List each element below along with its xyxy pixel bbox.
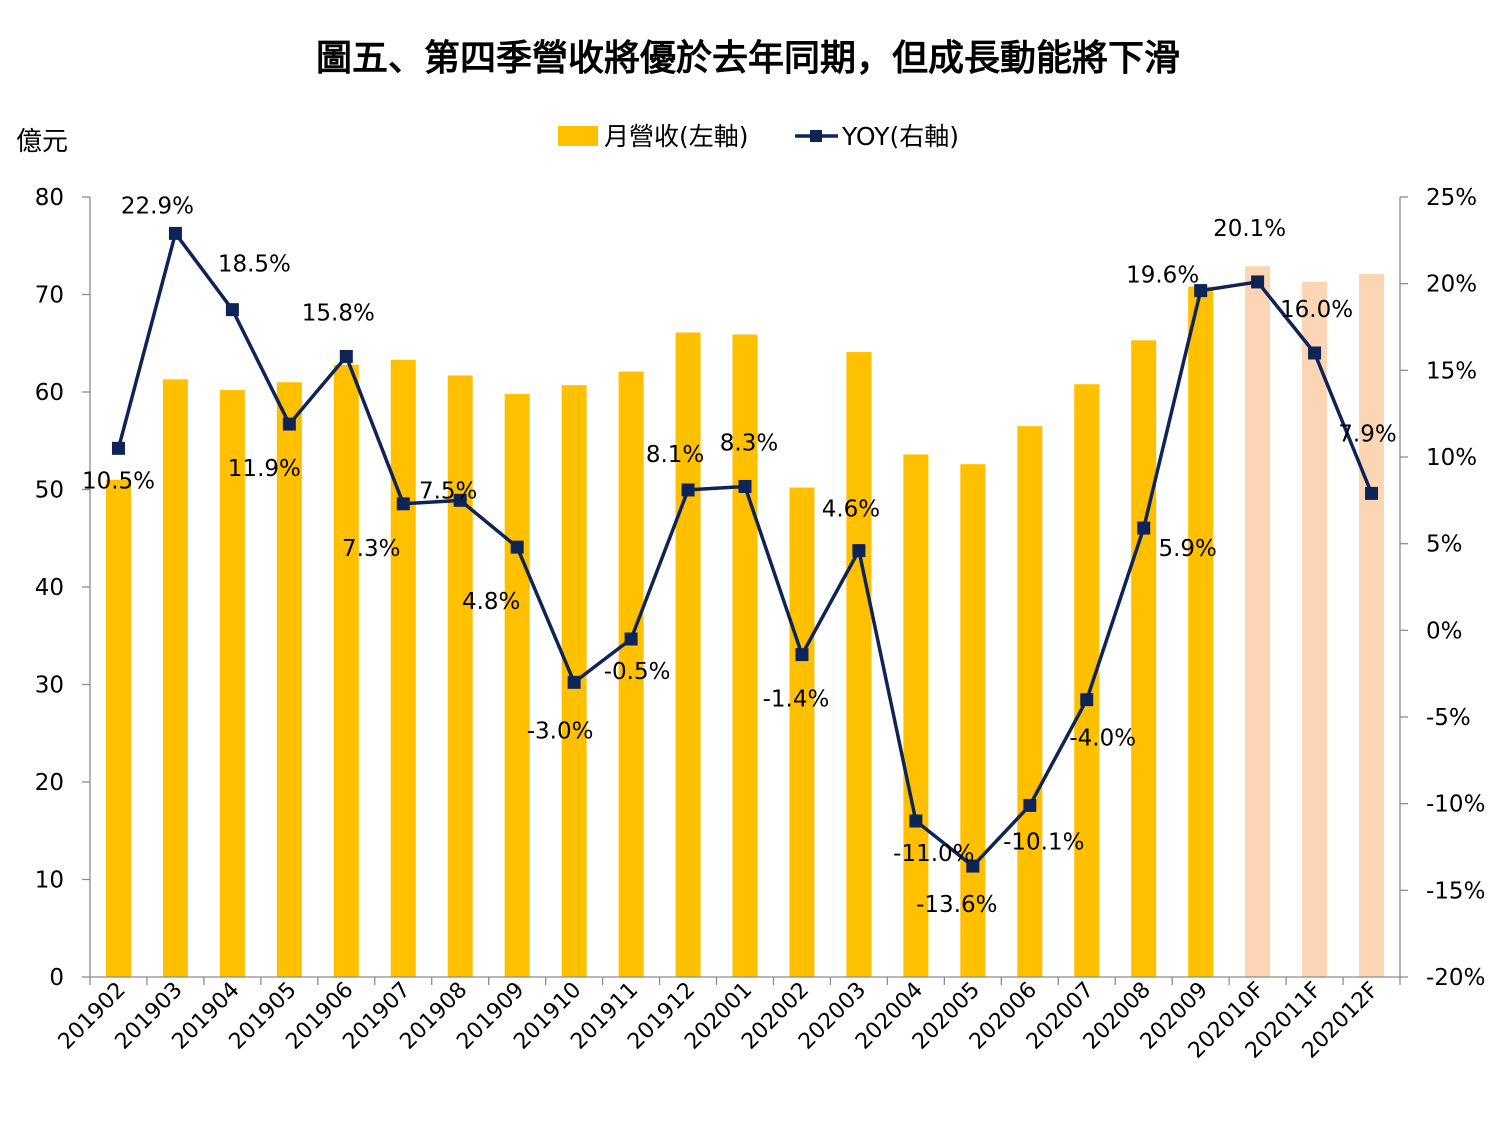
yoy-marker-201902	[111, 441, 125, 455]
bar-202010F	[1245, 266, 1271, 978]
left-axis-unit-label: 億元	[16, 127, 68, 157]
yoy-label-202002: -1.4%	[763, 687, 830, 713]
yoy-marker-202004	[909, 814, 923, 828]
right-tick-label: 15%	[1426, 358, 1477, 384]
bar-201903	[162, 379, 188, 977]
legend-line-label: YOY(右軸)	[841, 122, 959, 151]
yoy-marker-202010F	[1251, 275, 1265, 289]
yoy-line-series	[111, 226, 1379, 873]
yoy-label-201911: -0.5%	[604, 659, 671, 685]
right-tick-label: 20%	[1426, 272, 1477, 298]
yoy-label-202006: -10.1%	[1003, 829, 1084, 855]
bar-series	[105, 266, 1385, 978]
left-tick-label: 20	[35, 770, 64, 796]
yoy-label-202012F: 7.9%	[1338, 421, 1396, 447]
yoy-label-202007: -4.0%	[1069, 726, 1136, 752]
bar-202009	[1188, 286, 1214, 977]
yoy-label-202011F: 16.0%	[1280, 297, 1353, 323]
bar-201906	[333, 364, 359, 977]
yoy-marker-201907	[396, 497, 410, 511]
yoy-marker-202005	[966, 859, 980, 873]
legend-bar-label: 月營收(左軸)	[604, 122, 749, 151]
bar-202007	[1074, 384, 1100, 977]
yoy-marker-202006	[1023, 798, 1037, 812]
right-tick-label: 5%	[1426, 532, 1463, 558]
yoy-marker-201906	[339, 349, 353, 363]
bar-202008	[1131, 340, 1157, 977]
left-tick-label: 60	[35, 380, 64, 406]
yoy-marker-202007	[1080, 693, 1094, 707]
legend: 月營收(左軸) YOY(右軸)	[558, 122, 959, 151]
yoy-label-201905: 11.9%	[228, 456, 301, 482]
left-tick-label: 10	[35, 868, 64, 894]
right-tick-label: 0%	[1426, 618, 1463, 644]
yoy-label-201907: 7.3%	[342, 536, 400, 562]
bar-202005	[960, 464, 986, 977]
bar-202001	[732, 334, 758, 978]
right-tick-label: 10%	[1426, 445, 1477, 471]
right-tick-label: -10%	[1426, 792, 1485, 818]
yoy-marker-201909	[510, 540, 524, 554]
left-tick-label: 0	[49, 965, 64, 991]
yoy-label-201909: 4.8%	[462, 589, 520, 615]
yoy-marker-201911	[624, 632, 638, 646]
yoy-label-201908: 7.5%	[419, 478, 477, 504]
yoy-marker-202002	[795, 648, 809, 662]
chart-title: 圖五、第四季營收將優於去年同期，但成長動能將下滑	[316, 38, 1180, 79]
bar-201904	[219, 390, 245, 977]
yoy-marker-201910	[567, 675, 581, 689]
bar-202003	[846, 352, 872, 977]
bar-202006	[1017, 426, 1043, 977]
legend-bar-swatch	[558, 126, 598, 146]
left-tick-label: 70	[35, 283, 64, 309]
yoy-marker-201903	[168, 226, 182, 240]
yoy-marker-202003	[852, 544, 866, 558]
bar-202011F	[1302, 281, 1328, 977]
yoy-marker-201905	[282, 417, 296, 431]
right-tick-label: -5%	[1426, 705, 1471, 731]
bar-201912	[675, 332, 701, 977]
yoy-marker-201904	[225, 303, 239, 317]
bar-202012F	[1359, 274, 1385, 977]
bar-201907	[390, 359, 416, 977]
bar-201905	[276, 382, 302, 977]
yoy-label-202005: -13.6%	[916, 892, 997, 918]
yoy-label-202004: -11.0%	[893, 841, 974, 867]
yoy-marker-202012F	[1365, 486, 1379, 500]
yoy-marker-202001	[738, 479, 752, 493]
bar-202004	[903, 454, 929, 977]
right-tick-label: 25%	[1426, 185, 1477, 211]
bar-201909	[504, 393, 530, 977]
yoy-label-201912: 8.1%	[646, 442, 704, 468]
left-tick-label: 30	[35, 673, 64, 699]
yoy-label-202003: 4.6%	[822, 497, 880, 523]
yoy-label-202001: 8.3%	[720, 430, 778, 456]
bar-201908	[447, 375, 473, 977]
legend-line-marker	[810, 130, 822, 142]
yoy-label-201902: 10.5%	[82, 468, 155, 494]
bar-202002	[789, 487, 815, 977]
yoy-label-201906: 15.8%	[302, 300, 375, 326]
right-tick-label: -15%	[1426, 878, 1485, 904]
yoy-label-202008: 5.9%	[1158, 536, 1216, 562]
yoy-marker-201908	[453, 493, 467, 507]
left-tick-label: 80	[35, 185, 64, 211]
yoy-marker-201912	[681, 483, 695, 497]
yoy-label-202010F: 20.1%	[1213, 216, 1286, 242]
yoy-marker-202008	[1137, 521, 1151, 535]
bar-201902	[105, 479, 131, 977]
yoy-marker-202009	[1194, 284, 1208, 298]
yoy-data-labels: 10.5% 22.9% 18.5% 11.9% 15.8% 7.3% 7.5% 4.8% -3.…	[82, 193, 1397, 918]
left-tick-label: 50	[35, 478, 64, 504]
bar-201911	[618, 371, 644, 977]
yoy-label-202009: 19.6%	[1126, 263, 1199, 289]
yoy-label-201904: 18.5%	[218, 252, 291, 278]
yoy-label-201903: 22.9%	[121, 193, 194, 219]
left-tick-label: 40	[35, 575, 64, 601]
right-tick-label: -20%	[1426, 965, 1485, 991]
yoy-marker-202011F	[1308, 346, 1322, 360]
yoy-label-201910: -3.0%	[527, 718, 594, 744]
